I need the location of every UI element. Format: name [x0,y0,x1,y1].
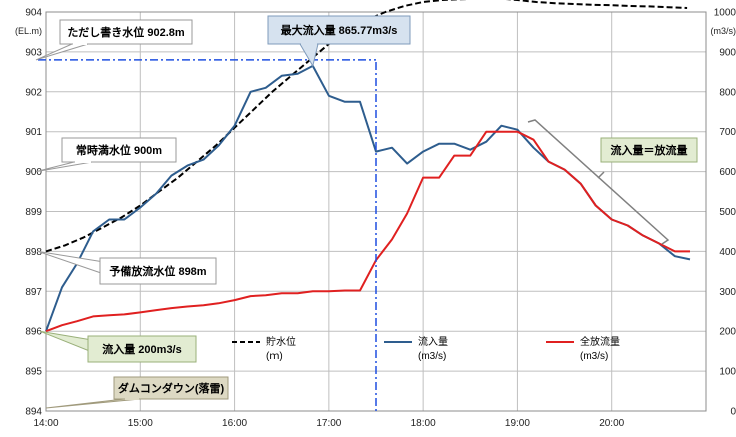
right-tick-label: 300 [719,287,736,298]
legend-item-0: 貯水位 (ｍ) [232,335,296,362]
left-tick-label: 897 [25,287,42,298]
callout-joji: 常時満水位 900m [35,137,177,173]
right-tick-label: 400 [719,247,736,258]
callouts: ただし書き水位 902.8m 最大流入量 865.77m3/s 常時満水位 900m… [35,15,698,409]
legend-label: 全放流量 [580,335,620,348]
callout-tadashi: ただし書き水位 902.8m [35,19,193,61]
x-tick-label: 20:00 [599,418,624,429]
left-tick-label: 901 [25,127,42,138]
callout-box [267,15,411,45]
callout-pointer [39,330,93,353]
callout-dam: ダムコンダウン(落雷) [45,376,229,409]
legend-label: 流入量 [418,335,448,348]
callout-text: ただし書き水位 902.8m [67,25,185,39]
left-tick-label: 900 [25,167,42,178]
callout-text: ダムコンダウン(落雷) [118,381,225,395]
equal-bracket [527,119,670,245]
legend-unit: (ｍ) [266,351,283,362]
right-tick-label: 1000 [714,8,736,19]
callout-equal: 流入量＝放流量 [600,137,698,163]
legend-item-1: 流入量 (m3/s) [384,335,448,362]
callout-inflow200: 流入量 200m3/s [39,330,197,363]
callout-box [59,19,193,45]
legend-item-2: 全放流量 (m3/s) [546,335,620,362]
callout-box [600,137,698,163]
callout-peak: 最大流入量 865.77m3/s [267,15,411,68]
series-line-2 [45,130,690,333]
callout-box [99,257,217,285]
right-tick-label: 900 [719,47,736,58]
x-tick-label: 18:00 [411,418,436,429]
left-tick-label: 895 [25,367,42,378]
left-tick-label: 904 [25,8,42,19]
right-tick-label: 0 [730,407,736,418]
right-tick-label: 200 [719,327,736,338]
callout-text: 流入量＝放流量 [611,143,688,157]
right-axis-unit: (m3/s) [711,26,736,36]
callout-box [113,376,229,400]
right-tick-label: 500 [719,207,736,218]
reference-lines [38,59,377,411]
left-axis-unit: (EL.m) [15,26,42,36]
legend-unit: (m3/s) [418,351,446,362]
callout-box [61,137,177,163]
x-tick-label: 16:00 [222,418,247,429]
right-tick-label: 600 [719,167,736,178]
left-tick-label: 894 [25,407,42,418]
callout-pointer [45,398,141,409]
equal-bracket-tick [597,171,605,179]
right-tick-label: 100 [719,367,736,378]
axes: 9049039029019008998988978968958941000900… [15,8,736,430]
x-tick-label: 17:00 [316,418,341,429]
callout-pointer [37,250,105,275]
callout-box [87,335,197,363]
right-tick-label: 700 [719,127,736,138]
left-tick-label: 902 [25,87,42,98]
legend-label: 貯水位 [266,335,296,348]
left-tick-label: 903 [25,47,42,58]
left-tick-label: 896 [25,327,42,338]
callout-text: 常時満水位 900m [76,143,162,157]
callout-pointer [35,161,93,173]
legend-unit: (m3/s) [580,351,608,362]
callout-text: 流入量 200m3/s [102,342,181,356]
callout-pointer [299,43,319,68]
callout-yobi: 予備放流水位 898m [37,250,217,285]
left-tick-label: 899 [25,207,42,218]
x-tick-label: 19:00 [505,418,530,429]
callout-text: 最大流入量 865.77m3/s [281,23,398,37]
right-tick-label: 800 [719,87,736,98]
x-tick-label: 15:00 [128,418,153,429]
left-tick-label: 898 [25,247,42,258]
callout-text: 予備放流水位 898m [109,264,206,278]
legend: 貯水位 (ｍ) 流入量 (m3/s) 全放流量 (m3/s) [232,335,620,362]
x-tick-label: 14:00 [33,418,58,429]
